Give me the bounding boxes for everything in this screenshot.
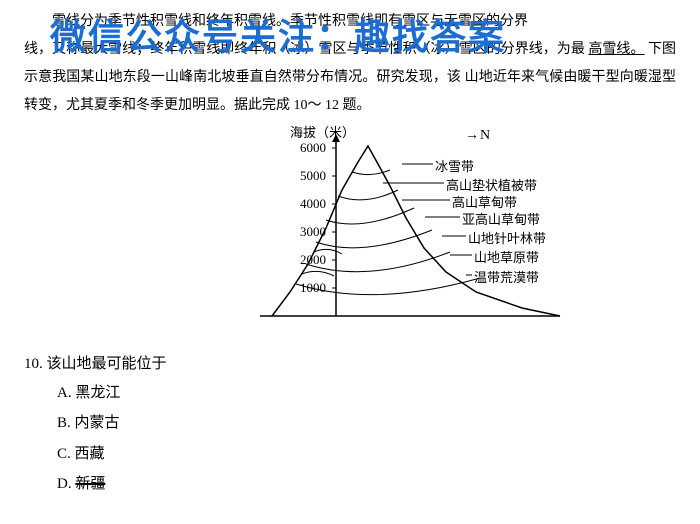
- option-b: B. 内蒙古: [57, 409, 676, 438]
- options-list: A. 黑龙江 B. 内蒙古 C. 西藏 D. 新疆: [24, 379, 676, 499]
- question-number: 10.: [24, 356, 43, 372]
- y-tick-label: 5000: [290, 168, 326, 184]
- question-stem: 10. 该山地最可能位于: [24, 350, 676, 379]
- question-block: 10. 该山地最可能位于 A. 黑龙江 B. 内蒙古 C. 西藏 D. 新疆: [0, 348, 700, 503]
- y-tick-label: 4000: [290, 196, 326, 212]
- question-text: 该山地最可能位于: [47, 356, 167, 372]
- option-d-value: 新疆: [75, 476, 105, 492]
- watermark-text: 微信公众号关注：趣找答案: [50, 8, 506, 60]
- y-tick-label: 1000: [290, 280, 326, 296]
- band-label: 温带荒漠带: [474, 267, 539, 286]
- y-tick-label: 6000: [290, 140, 326, 156]
- option-a: A. 黑龙江: [57, 379, 676, 408]
- y-tick-label: 3000: [290, 224, 326, 240]
- north-arrow: →N: [465, 128, 491, 144]
- passage-line5: 12 题。: [325, 98, 371, 113]
- option-c: C. 西藏: [57, 440, 676, 469]
- option-d-prefix: D.: [57, 476, 75, 492]
- band-label: 山地针叶林带: [468, 228, 546, 247]
- band-label: 亚高山草甸带: [462, 209, 540, 228]
- y-axis-title: 海拔（米）: [290, 122, 355, 141]
- mountain-diagram: 海拔（米） →N: [130, 124, 570, 344]
- y-tick-label: 2000: [290, 252, 326, 268]
- band-label: 山地草原带: [474, 247, 539, 266]
- passage-underlined: 高雪线。: [588, 42, 644, 57]
- band-label: 冰雪带: [435, 156, 474, 175]
- option-d: D. 新疆: [57, 470, 676, 499]
- diagram-wrapper: 海拔（米） →N: [0, 124, 700, 344]
